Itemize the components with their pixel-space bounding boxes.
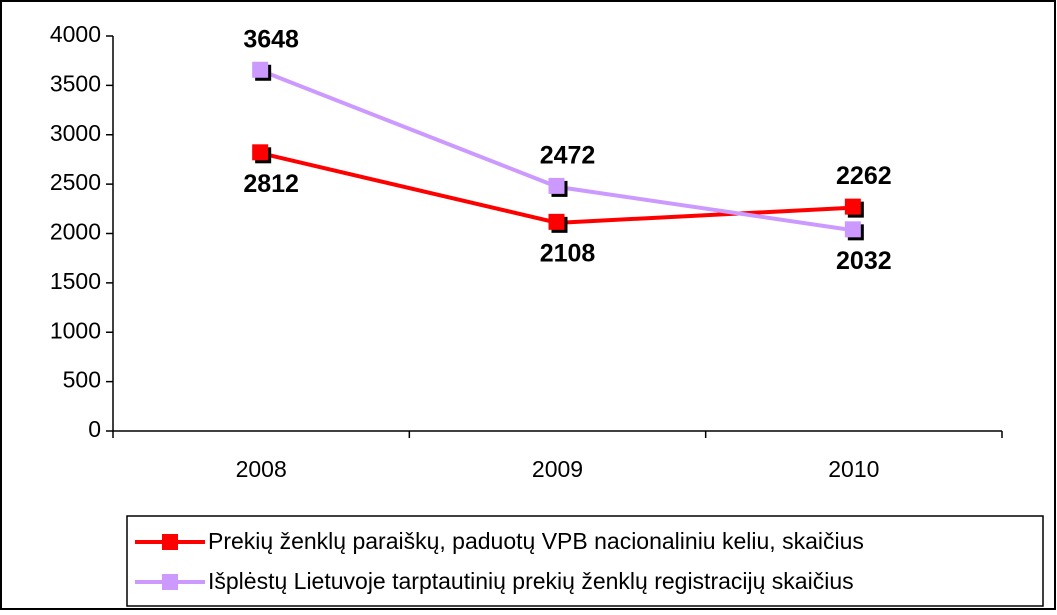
- data-label: 2108: [540, 239, 596, 267]
- marker: [844, 221, 861, 238]
- y-tick-label: 3000: [50, 120, 101, 146]
- x-tick-label: 2010: [828, 456, 879, 482]
- data-label: 3648: [243, 25, 299, 53]
- y-tick-label: 0: [88, 416, 101, 442]
- data-label: 2472: [540, 141, 596, 169]
- data-label: 2262: [836, 162, 892, 190]
- legend-label: Prekių ženklų paraiškų, paduotų VPB naci…: [208, 528, 864, 554]
- y-tick-label: 2500: [50, 169, 101, 195]
- y-tick-label: 3500: [50, 70, 101, 96]
- legend-swatch-marker: [162, 574, 178, 590]
- y-tick-label: 500: [63, 367, 101, 393]
- y-tick-label: 1000: [50, 317, 101, 343]
- legend-swatch-marker: [162, 534, 178, 550]
- x-tick-label: 2009: [532, 456, 583, 482]
- y-tick-label: 4000: [50, 21, 101, 47]
- marker: [252, 144, 269, 161]
- data-label: 2812: [243, 170, 299, 198]
- x-tick-label: 2008: [236, 456, 287, 482]
- marker: [844, 198, 861, 215]
- data-label: 2032: [836, 247, 892, 275]
- marker: [252, 61, 269, 78]
- y-tick-label: 1500: [50, 268, 101, 294]
- marker: [548, 213, 565, 230]
- legend-label: Išplėstų Lietuvoje tarptautinių prekių ž…: [208, 568, 854, 594]
- legend-box: [126, 515, 1044, 607]
- marker: [548, 177, 565, 194]
- y-tick-label: 2000: [50, 219, 101, 245]
